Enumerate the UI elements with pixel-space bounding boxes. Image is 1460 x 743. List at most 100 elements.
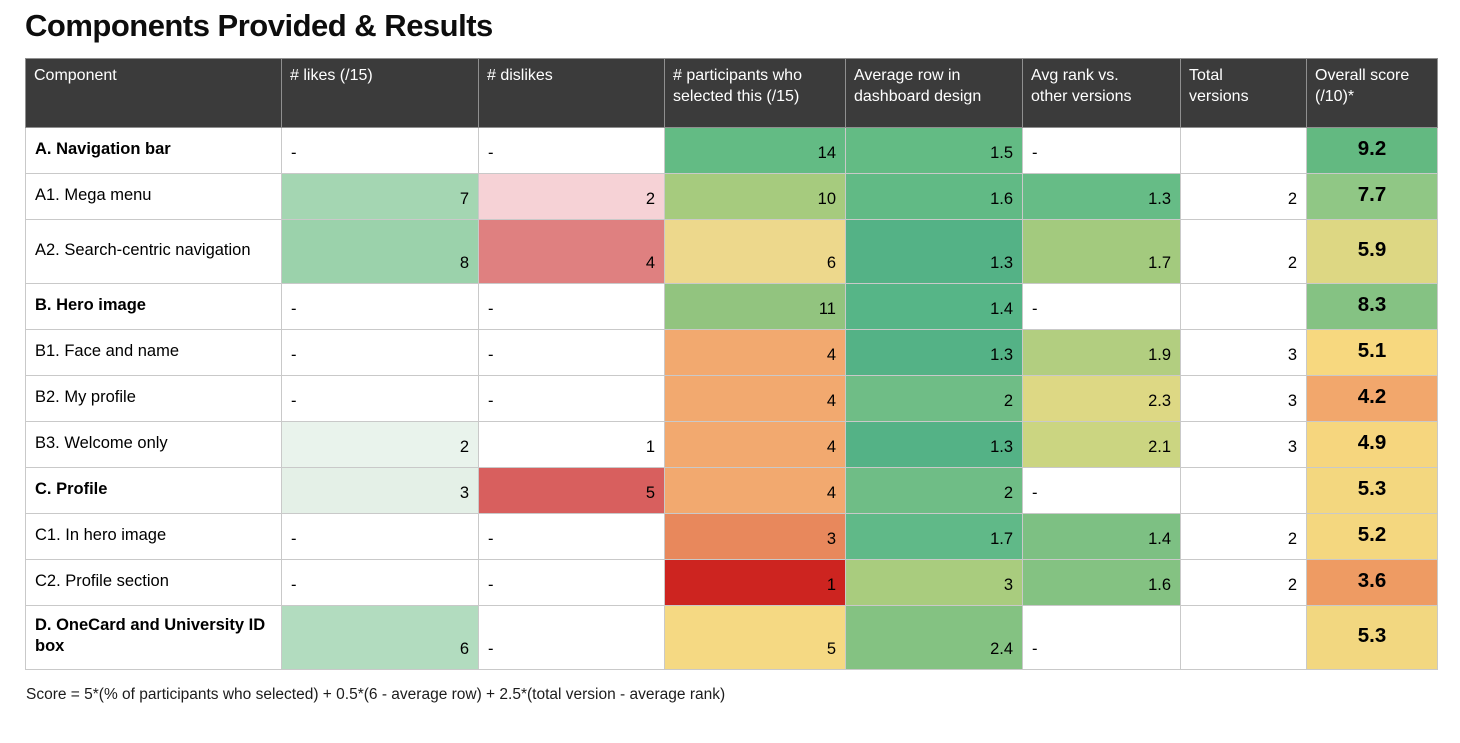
column-header: Component (25, 58, 282, 128)
value-cell: 1 (664, 559, 846, 606)
component-cell: B. Hero image (25, 283, 282, 330)
component-cell: B1. Face and name (25, 329, 282, 376)
component-cell: A2. Search-centric navigation (25, 219, 282, 284)
component-cell: C2. Profile section (25, 559, 282, 606)
table-header-row: Component # likes (/15) # dislikes # partic… (25, 58, 1438, 128)
table-row: B3. Welcome only 2 1 4 1.3 2.1 3 4.9 (25, 421, 1438, 468)
value-cell: 1.6 (1022, 559, 1181, 606)
overall-score-cell: 5.3 (1306, 605, 1438, 670)
value-cell: 1.3 (845, 329, 1023, 376)
value-cell: 2 (1180, 559, 1307, 606)
value-cell (1180, 605, 1307, 670)
value-cell: 1.5 (845, 127, 1023, 174)
value-cell: 4 (478, 219, 665, 284)
overall-score-cell: 4.9 (1306, 421, 1438, 468)
value-cell (1180, 127, 1307, 174)
column-header: Overall score (/10)* (1306, 58, 1438, 128)
overall-score-cell: 5.9 (1306, 219, 1438, 284)
overall-score-cell: 5.2 (1306, 513, 1438, 560)
value-cell: 2 (845, 467, 1023, 514)
value-cell: 2.1 (1022, 421, 1181, 468)
page: Components Provided & Results Component #… (25, 8, 1438, 703)
component-cell: C1. In hero image (25, 513, 282, 560)
value-cell: - (1022, 605, 1181, 670)
value-cell: - (478, 329, 665, 376)
value-cell: 7 (281, 173, 479, 220)
component-cell: A1. Mega menu (25, 173, 282, 220)
value-cell: 3 (845, 559, 1023, 606)
table-row: A. Navigation bar - -14 1.5-9.2 (25, 127, 1438, 174)
table-row: B1. Face and name - -4 1.3 1.9 3 5.1 (25, 329, 1438, 376)
value-cell: 2 (1180, 173, 1307, 220)
column-header: # participants who selected this (/15) (664, 58, 846, 128)
value-cell: 1.9 (1022, 329, 1181, 376)
table-row: C. Profile 3 5 4 2- 5.3 (25, 467, 1438, 514)
value-cell: 6 (664, 219, 846, 284)
value-cell (1180, 467, 1307, 514)
value-cell: - (281, 513, 479, 560)
value-cell: 1.3 (1022, 173, 1181, 220)
value-cell: 3 (1180, 375, 1307, 422)
value-cell: 6 (281, 605, 479, 670)
value-cell: 1.3 (845, 421, 1023, 468)
score-formula-footnote: Score = 5*(% of participants who selecte… (26, 686, 726, 703)
overall-score-cell: 5.1 (1306, 329, 1438, 376)
overall-score-cell: 5.3 (1306, 467, 1438, 514)
component-cell: D. OneCard and University ID box (25, 605, 282, 670)
table-row: A1. Mega menu 7 2 10 1.6 1.3 2 7.7 (25, 173, 1438, 220)
column-header: # dislikes (478, 58, 665, 128)
value-cell: - (478, 605, 665, 670)
value-cell: 10 (664, 173, 846, 220)
column-header: # likes (/15) (281, 58, 479, 128)
value-cell: - (478, 559, 665, 606)
table-row: C1. In hero image - -3 1.7 1.4 2 5.2 (25, 513, 1438, 560)
component-cell: B2. My profile (25, 375, 282, 422)
value-cell: - (478, 127, 665, 174)
value-cell: 3 (664, 513, 846, 560)
value-cell: 4 (664, 375, 846, 422)
value-cell: 1.3 (845, 219, 1023, 284)
component-cell: C. Profile (25, 467, 282, 514)
value-cell: - (281, 329, 479, 376)
value-cell: - (1022, 467, 1181, 514)
value-cell: 5 (478, 467, 665, 514)
value-cell: 1 (478, 421, 665, 468)
page-title: Components Provided & Results (25, 8, 493, 43)
value-cell: - (281, 559, 479, 606)
value-cell: - (281, 127, 479, 174)
value-cell: - (1022, 283, 1181, 330)
value-cell: 1.4 (1022, 513, 1181, 560)
overall-score-cell: 3.6 (1306, 559, 1438, 606)
value-cell: 8 (281, 219, 479, 284)
table-row: C2. Profile section - -1 3 1.6 2 3.6 (25, 559, 1438, 606)
value-cell: - (478, 283, 665, 330)
table-body: A. Navigation bar - -14 1.5-9.2 A1. Mega men… (25, 127, 1438, 670)
value-cell: 11 (664, 283, 846, 330)
table-row: B2. My profile - -4 2 2.3 3 4.2 (25, 375, 1438, 422)
value-cell: 4 (664, 467, 846, 514)
value-cell: 1.7 (845, 513, 1023, 560)
overall-score-cell: 8.3 (1306, 283, 1438, 330)
value-cell: 2 (1180, 513, 1307, 560)
table-row: A2. Search-centric navigation 8 4 6 1.3 1.7 2 5… (25, 219, 1438, 284)
column-header: Average row in dashboard design (845, 58, 1023, 128)
value-cell (1180, 283, 1307, 330)
value-cell: 5 (664, 605, 846, 670)
overall-score-cell: 9.2 (1306, 127, 1438, 174)
value-cell: - (478, 513, 665, 560)
value-cell: 2 (845, 375, 1023, 422)
value-cell: - (1022, 127, 1181, 174)
value-cell: 1.7 (1022, 219, 1181, 284)
table-row: B. Hero image - -11 1.4-8.3 (25, 283, 1438, 330)
value-cell: 2.3 (1022, 375, 1181, 422)
column-header: Avg rank vs. other versions (1022, 58, 1181, 128)
value-cell: 1.4 (845, 283, 1023, 330)
column-header: Total versions (1180, 58, 1307, 128)
value-cell: 2 (478, 173, 665, 220)
value-cell: - (281, 375, 479, 422)
component-cell: B3. Welcome only (25, 421, 282, 468)
value-cell: 2 (281, 421, 479, 468)
component-cell: A. Navigation bar (25, 127, 282, 174)
value-cell: - (478, 375, 665, 422)
value-cell: 1.6 (845, 173, 1023, 220)
